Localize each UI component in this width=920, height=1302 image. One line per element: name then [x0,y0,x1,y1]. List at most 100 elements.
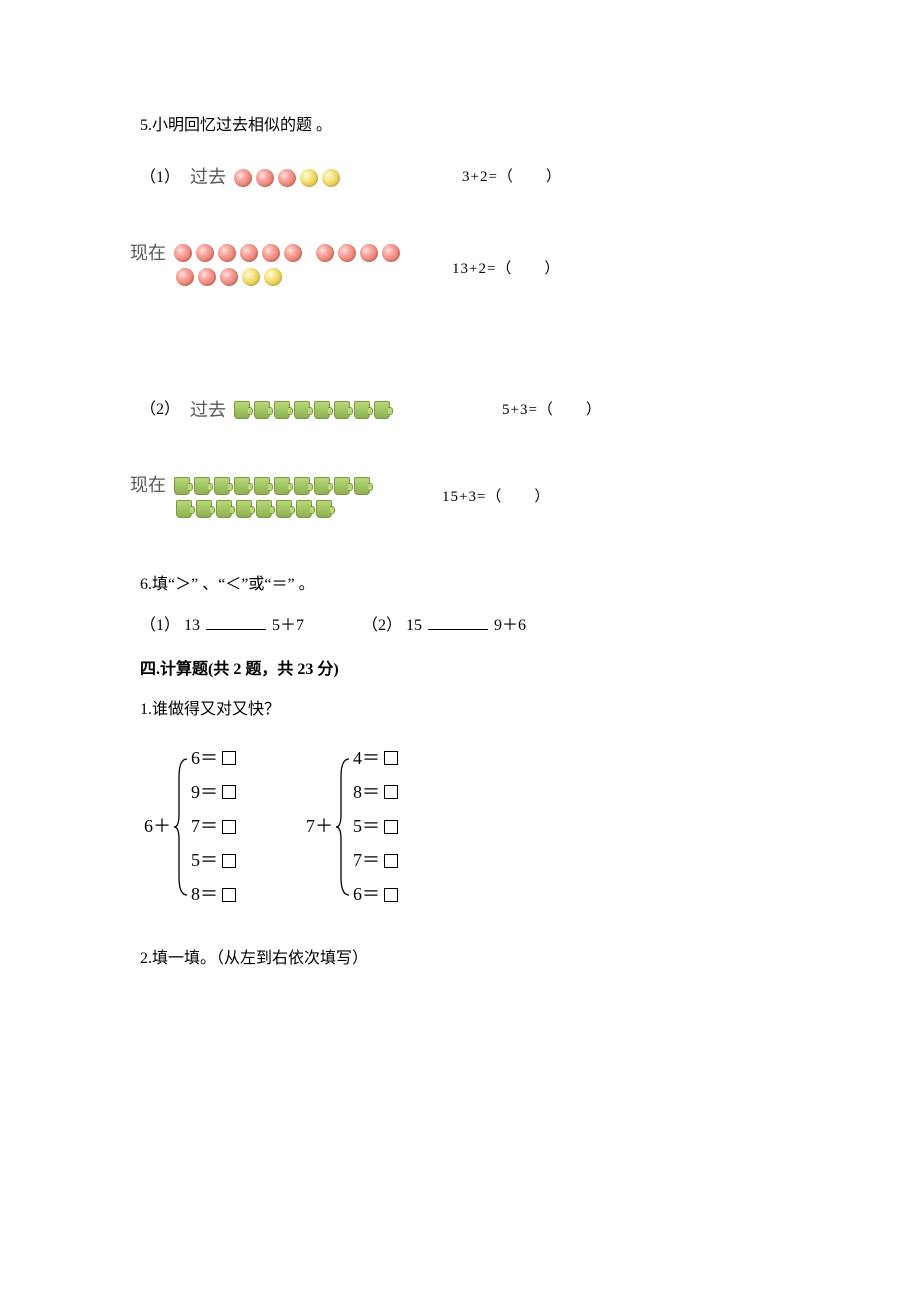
section4-heading: 四.计算题(共 2 题，共 23 分) [140,659,790,681]
ball-icon [338,244,356,262]
cup-icon [236,500,252,518]
s4-p2-title: 2.填一填。（从左到右依次填写） [140,948,790,970]
answer-box[interactable] [222,751,236,765]
cup-icon [234,477,250,495]
q6-2-left: 15 [406,617,422,634]
cup-icon [294,477,310,495]
cup-icon [314,477,330,495]
label-past: 过去 [190,398,226,423]
cup-icon [374,401,390,419]
cup-icon [174,477,190,495]
q5-2-now-glyphs: 现在 [130,473,372,520]
ball-icon [316,244,334,262]
brace-line: 5＝ [191,848,218,873]
fill-blank[interactable] [206,616,266,630]
ball-icon [198,268,216,286]
answer-box[interactable] [384,854,398,868]
cup-icon [354,401,370,419]
brace-col-1: 6＝ 9＝ 7＝ 5＝ 8＝ [189,746,236,908]
q5-1-past-row: （1） 过去 3+2=（ ） [140,165,790,190]
cup-icon [334,401,350,419]
q5-2-past-eq: 5+3=（ ） [502,400,602,421]
answer-box[interactable] [384,751,398,765]
q5-1-past-eq: 3+2=（ ） [462,167,562,188]
worksheet-page: 5.小明回忆过去相似的题 。 （1） 过去 3+2=（ ） 现在 [0,0,920,970]
ball-icon [196,244,214,262]
ball-icon [300,169,318,187]
q6-2-right: 9＋6 [494,617,526,634]
ball-icon [234,169,252,187]
answer-box[interactable] [384,820,398,834]
label-now: 现在 [130,241,166,266]
q5-2-tag: （2） [140,399,190,421]
cup-icon [214,477,230,495]
q5-1-now-glyphs: 现在 [130,241,402,288]
cup-icon [254,477,270,495]
brace-line: 8＝ [353,780,380,805]
ball-icon [176,268,194,286]
ball-icon [256,169,274,187]
cup-icon [334,477,350,495]
q6-1-left: 13 [184,617,200,634]
answer-box[interactable] [384,888,398,902]
brace-line: 7＝ [353,848,380,873]
answer-box[interactable] [222,785,236,799]
label-past: 过去 [190,165,226,190]
brace-col-2: 4＝ 8＝ 5＝ 7＝ 6＝ [351,746,398,908]
ball-icon [242,268,260,286]
answer-box[interactable] [222,854,236,868]
addend-1: 6＋ [144,814,173,839]
brace-line: 7＝ [191,814,218,839]
cup-icon [256,500,272,518]
ball-icon [264,268,282,286]
cup-icon [216,500,232,518]
ball-icon [220,268,238,286]
brace-icon [173,757,189,897]
ball-icon [284,244,302,262]
brace-line: 6＝ [353,882,380,907]
ball-icon [360,244,378,262]
cup-icon [314,401,330,419]
q5-title: 5.小明回忆过去相似的题 。 [140,115,790,137]
brace-line: 4＝ [353,746,380,771]
q5-1-now-eq: 13+2=（ ） [452,259,560,280]
q6-1-right: 5＋7 [272,617,304,634]
brace-line: 9＝ [191,780,218,805]
cup-icon [316,500,332,518]
brace-line: 8＝ [191,882,218,907]
addend-2: 7＋ [306,814,335,839]
s4-p1-title: 1.谁做得又对又快？ [140,699,790,721]
brace-set-2: 7＋ 4＝ 8＝ 5＝ 7＝ 6＝ [306,746,398,908]
q5-1-tag: （1） [140,167,190,189]
ball-icon [262,244,280,262]
q6-2-tag: （2） [362,617,402,634]
cup-icon [234,401,250,419]
fill-blank[interactable] [428,616,488,630]
cup-icon [276,500,292,518]
q5-2-past-row: （2） 过去 5+3=（ ） [140,398,790,423]
brace-diagram: 6＋ 6＝ 9＝ 7＝ 5＝ 8＝ 7＋ 4＝ 8＝ 5＝ 7＝ [140,746,790,908]
cup-icon [194,477,210,495]
brace-line: 6＝ [191,746,218,771]
q6-title: 6.填“＞” 、“＜”或“＝” 。 [140,574,790,596]
q5-2-now-row: 现在 15+3= [130,473,790,520]
brace-icon [335,757,351,897]
answer-box[interactable] [384,785,398,799]
answer-box[interactable] [222,888,236,902]
label-now: 现在 [130,473,166,498]
cup-icon [296,500,312,518]
cup-icon [254,401,270,419]
ball-icon [278,169,296,187]
cup-icon [274,477,290,495]
q5-2-now-eq: 15+3=（ ） [442,487,550,508]
ball-icon [382,244,400,262]
answer-box[interactable] [222,820,236,834]
ball-icon [322,169,340,187]
q5-2-past-glyphs: 过去 [190,398,392,423]
q6-1-tag: （1） [140,617,180,634]
q5-1-now-row: 现在 13+2=（ ） [130,241,790,288]
cup-icon [176,500,192,518]
cup-icon [274,401,290,419]
ball-icon [218,244,236,262]
ball-icon [174,244,192,262]
